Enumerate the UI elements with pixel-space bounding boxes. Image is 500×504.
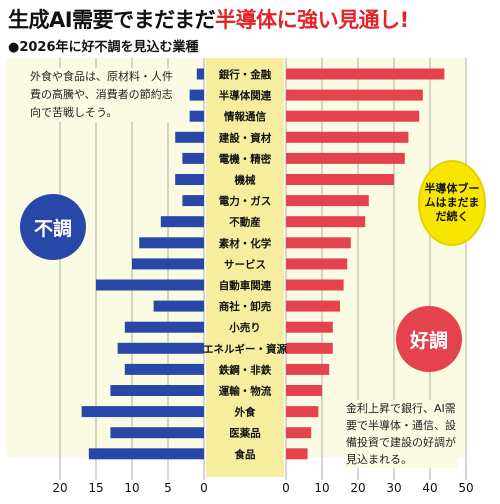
good-bar [286,385,322,396]
category-label: 機械 [235,174,256,187]
good-bar [286,174,394,185]
good-bar [286,321,333,333]
category-label: 食品 [234,448,256,461]
category-label: 医薬品 [229,427,261,440]
good-bar [286,68,445,80]
good-bar [286,342,333,354]
good-bar [286,363,330,375]
category-label: 不動産 [229,216,261,229]
bad-bar [160,216,204,228]
left-tick-label: 10 [124,481,139,495]
bad-bar [124,363,204,375]
left-tick-label: 20 [52,481,67,495]
left-note: 外食や食品は、原材料・人件費の高騰や、消費者の節約志向で苦戦しそう。 [30,68,178,122]
good-bar [286,300,340,312]
category-label: 運輸・物流 [219,385,272,398]
bad-bar [96,279,204,291]
right-note: 金利上昇で銀行、AI需要で半導体・通信、設備投資で建設の好調が見込まれる。 [346,400,458,468]
good-bar [286,258,348,270]
right-tick-label: 10 [314,481,329,495]
bad-bar [175,131,204,143]
good-bar [286,448,308,460]
headline-black: 生成AI需要でまだまだ [8,8,216,32]
good-bar [286,152,405,164]
bad-bar [175,174,204,185]
good-bar [286,427,312,439]
left-tick-label: 5 [164,481,172,495]
category-label: エネルギー・資源 [203,342,287,355]
bad-bar [132,258,204,270]
badge-good: 好調 [396,306,462,372]
good-bar [286,195,369,207]
right-tick-label: 30 [386,481,401,495]
category-label: 外食 [234,406,256,419]
bad-bar [110,385,204,396]
subhead: ●2026年に好不調を見込む業種 [8,40,199,55]
category-label: 電機・精密 [219,152,272,165]
badge-good-label: 好調 [409,329,448,352]
category-label: 情報通信 [224,110,266,123]
right-bars [286,68,445,460]
bad-bar [124,321,204,333]
good-bar [286,406,319,418]
category-label: 素材・化学 [218,237,272,250]
category-labels: 銀行・金融半導体関連情報通信建設・資材電機・精密機械電力・ガス不動産素材・化学サ… [203,68,287,461]
category-label: 自動車関連 [219,279,272,292]
bad-bar [182,195,204,207]
right-tick-label: 0 [282,481,290,495]
headline: 生成AI需要でまだまだ半導体に強い見通し! [8,4,409,34]
badge-bad-label: 不調 [33,217,72,240]
category-label: 電力・ガス [219,195,272,208]
category-label: 小売り [228,321,261,334]
bad-bar [189,89,204,101]
left-tick-label: 0 [200,481,208,495]
semiconductor-bubble: 半導体ブームはまだまだ続く [418,160,486,246]
right-tick-label: 40 [422,481,437,495]
right-tick-label: 50 [458,481,473,495]
left-tick-label: 15 [88,481,103,495]
bad-bar [110,427,204,439]
bubble-text: 半導体ブームはまだまだ続く [424,182,480,223]
good-bar [286,279,344,291]
category-label: 銀行・金融 [219,68,272,81]
left-axis-ticks: 20 15 10 5 0 [52,481,207,495]
bad-bar [139,237,204,249]
category-label: サービス [224,258,266,271]
good-bar [286,131,409,143]
good-bar [286,216,366,228]
left-bars [81,68,204,460]
category-label: 半導体関連 [219,89,272,102]
category-label: 建設・資材 [218,131,272,144]
good-bar [286,110,420,122]
bad-bar [189,110,204,122]
right-axis-ticks: 0 10 20 30 40 50 [282,481,473,495]
headline-red: 半導体に強い見通し! [215,8,409,32]
left-panel-group: 20 15 10 5 0 [6,58,208,495]
category-label: 商社・卸売 [219,300,272,313]
badge-bad: 不調 [20,194,86,260]
bad-bar [81,406,204,418]
right-panel-group: 0 10 20 30 40 50 [282,58,474,495]
good-bar [286,237,351,249]
good-bar [286,89,423,101]
category-label-panel [206,58,284,477]
bad-bar [88,448,204,460]
category-label: 鉄鋼・非鉄 [219,363,272,376]
right-tick-label: 20 [350,481,365,495]
bad-bar [153,300,204,312]
bad-bar [196,68,204,80]
bad-bar [117,342,204,354]
bad-bar [182,152,204,164]
